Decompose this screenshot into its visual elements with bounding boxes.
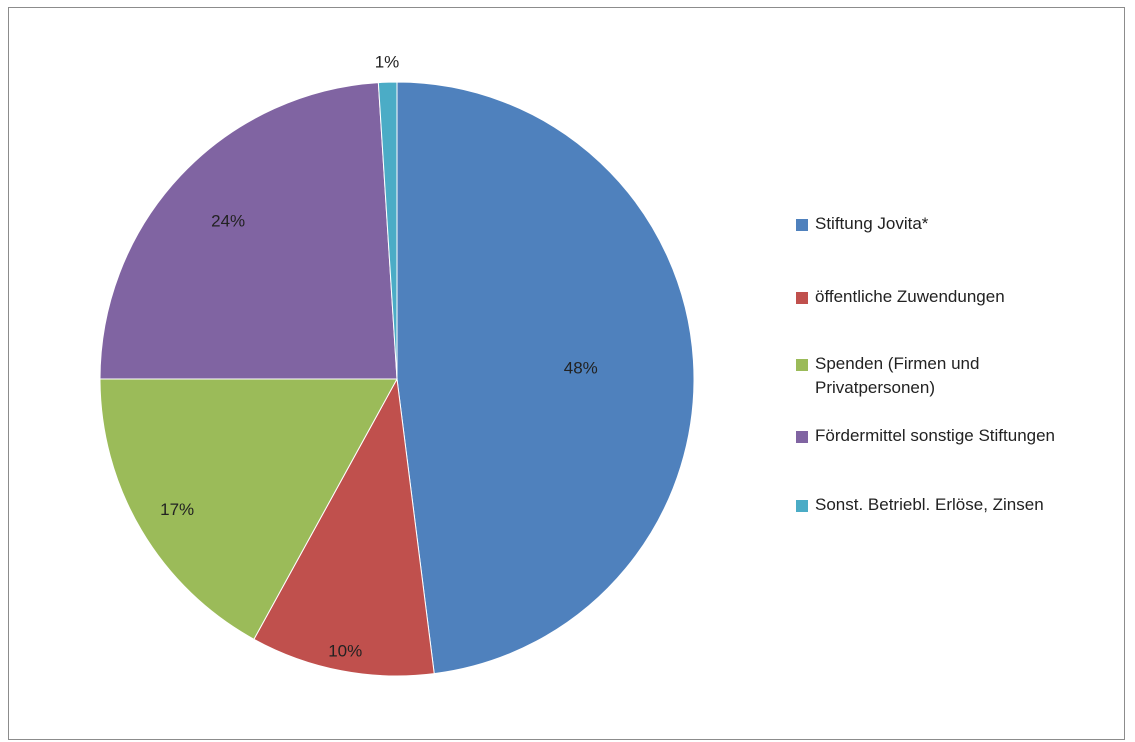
legend-label: öffentliche Zuwendungen	[815, 287, 1005, 306]
legend-swatch	[796, 292, 808, 304]
slice-data-label: 10%	[328, 641, 362, 660]
slice-data-label: 24%	[211, 211, 245, 230]
legend-item-stiftung-jovita: Stiftung Jovita*	[796, 212, 1115, 236]
legend-swatch	[796, 219, 808, 231]
legend-label: Stiftung Jovita*	[815, 214, 929, 233]
legend-item-foerdermittel: Fördermittel sonstige Stiftungen	[796, 424, 1115, 448]
legend-label: Fördermittel sonstige Stiftungen	[815, 426, 1056, 445]
pie-slice	[253, 377, 435, 677]
legend-label: Spenden (Firmen und Privatpersonen)	[815, 354, 980, 397]
pie-slice	[396, 81, 695, 675]
legend-swatch	[796, 431, 808, 443]
pie-slice	[377, 81, 398, 380]
legend-swatch	[796, 359, 808, 371]
legend-swatch	[796, 500, 808, 512]
legend-item-oeffentliche-zuwendungen: öffentliche Zuwendungen	[796, 285, 1115, 309]
legend-item-spenden: Spenden (Firmen und Privatpersonen)	[796, 352, 985, 400]
legend-item-sonstige-erloese: Sonst. Betriebl. Erlöse, Zinsen	[796, 493, 1115, 517]
pie-slice	[99, 378, 398, 640]
legend-label: Sonst. Betriebl. Erlöse, Zinsen	[815, 495, 1044, 514]
slice-data-label: 17%	[160, 500, 194, 519]
slice-data-label: 1%	[375, 52, 400, 71]
pie-slice	[99, 82, 398, 380]
slice-data-label: 48%	[564, 358, 598, 377]
